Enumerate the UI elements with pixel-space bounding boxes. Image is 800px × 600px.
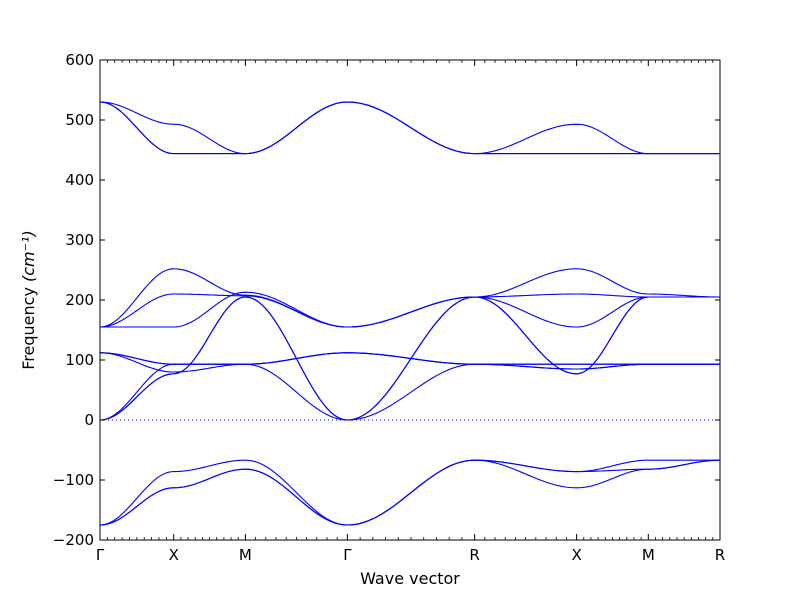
y-axis-ticks: −200 −100 0 100 200 300 400 500 600 [53, 51, 720, 549]
y-tick-label: −200 [53, 531, 94, 549]
x-tick-label: X [571, 546, 581, 564]
band-12 [99, 363, 720, 421]
y-tick-label: 200 [65, 291, 94, 309]
x-tick-label: M [642, 546, 655, 564]
x-tick-label: X [169, 546, 179, 564]
x-tick-label: M [239, 546, 252, 564]
band-5 [99, 293, 720, 328]
x-tick-label: R [469, 546, 479, 564]
x-tick-label: R [715, 546, 725, 564]
y-tick-label: 400 [65, 171, 94, 189]
y-tick-label: −100 [53, 471, 94, 489]
y-tick-label: 300 [65, 231, 94, 249]
band-3 [99, 101, 720, 155]
band-9 [99, 352, 720, 365]
y-axis-label: Frequency (cm⁻¹) [19, 230, 38, 369]
band-curves [99, 101, 721, 526]
band-8 [99, 352, 720, 373]
x-tick-label: Γ [96, 546, 105, 564]
band-11 [99, 296, 720, 421]
y-tick-label: 500 [65, 111, 94, 129]
plot-frame [99, 59, 721, 541]
y-axis-label-text: Frequency [19, 287, 38, 370]
x-tick-label: Γ [343, 546, 352, 564]
y-tick-label: 0 [84, 411, 94, 429]
band-15 [99, 459, 720, 526]
x-axis-label: Wave vector [360, 569, 460, 588]
svg-text:Frequency (cm⁻¹): Frequency (cm⁻¹) [19, 230, 38, 369]
y-axis-label-unit: (cm⁻¹) [19, 230, 38, 282]
band-4 [99, 268, 721, 328]
y-tick-label: 100 [65, 351, 94, 369]
band-6 [100, 291, 720, 328]
y-tick-label: 600 [65, 51, 94, 69]
